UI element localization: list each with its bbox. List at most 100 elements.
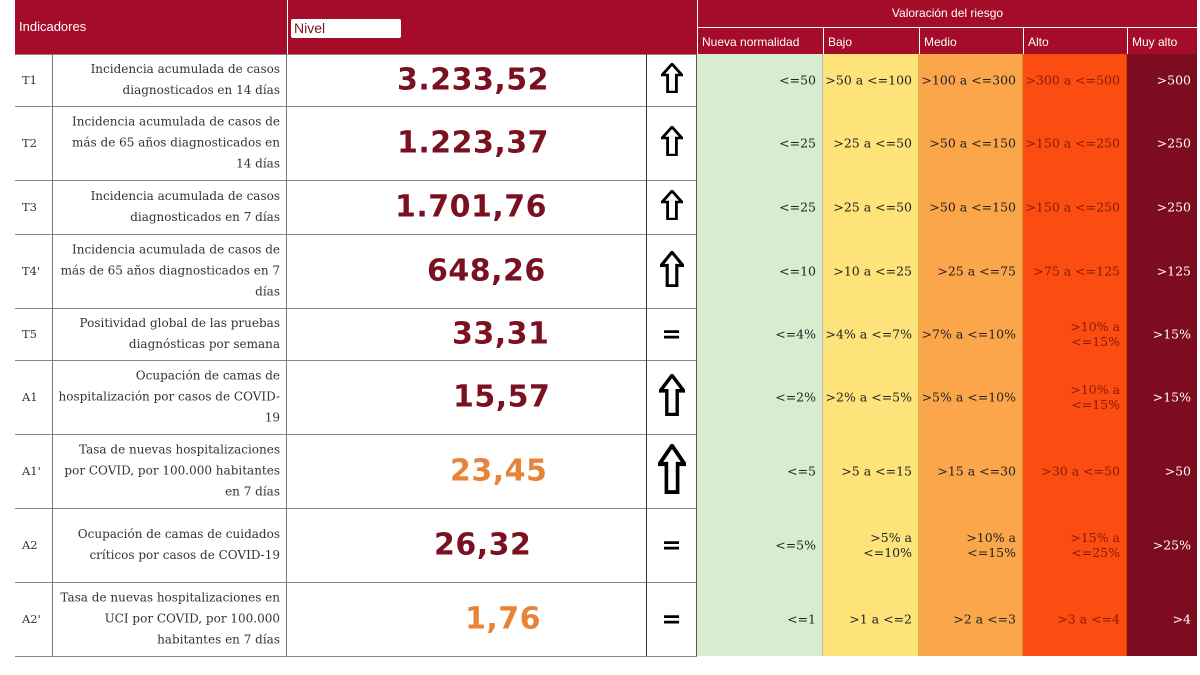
table-row: T3 Incidencia acumulada de casos diagnost… xyxy=(15,180,1197,234)
risk-threshold-label: >15% xyxy=(1152,389,1191,405)
up-arrow-icon xyxy=(658,124,685,160)
risk-threshold-medio: >15 a <=30 xyxy=(919,434,1023,508)
risk-threshold-muy-alto: >250 xyxy=(1127,180,1197,234)
risk-threshold-label: >50 a <=150 xyxy=(929,199,1016,215)
equal-sign-icon: = xyxy=(661,320,682,348)
indicator-value-cell: 3.233,52 xyxy=(287,54,647,106)
risk-threshold-label: >150 a <=250 xyxy=(1025,135,1120,151)
indicator-code-cell: A2 xyxy=(15,508,53,582)
indicator-code-cell: A1' xyxy=(15,434,53,508)
table-row: A2' Tasa de nuevas hospitalizaciones en U… xyxy=(15,582,1197,656)
risk-threshold-medio: >50 a <=150 xyxy=(919,180,1023,234)
risk-threshold-alto: >300 a <=500 xyxy=(1023,54,1127,106)
risk-threshold-nueva-normalidad: <=5% xyxy=(697,508,823,582)
risk-threshold-alto: >30 a <=50 xyxy=(1023,434,1127,508)
risk-threshold-label: >5 a <=15 xyxy=(841,463,912,479)
risk-threshold-label: >25 a <=75 xyxy=(937,263,1016,279)
risk-threshold-nueva-normalidad: <=4% xyxy=(697,308,823,360)
risk-threshold-medio: >7% a <=10% xyxy=(919,308,1023,360)
risk-level-header-nueva-normalidad: Nueva normalidad xyxy=(697,27,823,54)
risk-threshold-medio: >2 a <=3 xyxy=(919,582,1023,656)
indicator-code: A1 xyxy=(22,390,38,404)
up-arrow-icon xyxy=(657,249,686,291)
indicator-description: Incidencia acumulada de casos diagnostic… xyxy=(90,62,280,97)
indicator-description-cell: Incidencia acumulada de casos de más de … xyxy=(53,106,287,180)
indicator-code: A2 xyxy=(22,538,38,552)
indicator-value-cell: 1.701,76 xyxy=(287,180,647,234)
risk-threshold-label: >30 a <=50 xyxy=(1041,463,1120,479)
risk-level-header-muy-alto: Muy alto xyxy=(1127,27,1197,54)
risk-threshold-medio: >25 a <=75 xyxy=(919,234,1023,308)
risk-threshold-label: <=50 xyxy=(779,72,816,88)
indicator-description: Ocupación de camas de cuidados críticos … xyxy=(77,527,280,562)
indicator-code-cell: T3 xyxy=(15,180,53,234)
indicator-value: 1,76 xyxy=(465,601,542,637)
risk-threshold-alto: >3 a <=4 xyxy=(1023,582,1127,656)
risk-threshold-label: >150 a <=250 xyxy=(1025,199,1120,215)
indicator-value: 23,45 xyxy=(450,453,548,489)
indicator-value-cell: 23,45 xyxy=(287,434,647,508)
indicator-value: 1.223,37 xyxy=(397,125,550,161)
risk-threshold-label: >500 xyxy=(1156,72,1191,88)
indicator-description: Ocupación de camas de hospitalización po… xyxy=(58,368,280,425)
risk-threshold-label: >250 xyxy=(1156,199,1191,215)
trend-cell: = xyxy=(647,582,697,656)
risk-threshold-label: <=25 xyxy=(779,135,816,151)
trend-cell xyxy=(647,234,697,308)
row-divider xyxy=(15,106,697,107)
table-row: T1 Incidencia acumulada de casos diagnost… xyxy=(15,54,1197,106)
risk-threshold-muy-alto: >15% xyxy=(1127,360,1197,434)
indicator-value-cell: 33,31 xyxy=(287,308,647,360)
risk-threshold-bajo: >4% a <=7% xyxy=(823,308,919,360)
trend-cell xyxy=(647,180,697,234)
risk-threshold-label: >50 xyxy=(1164,463,1191,479)
indicator-code-cell: A1 xyxy=(15,360,53,434)
indicator-value: 648,26 xyxy=(427,253,546,289)
risk-threshold-bajo: >50 a <=100 xyxy=(823,54,919,106)
risk-threshold-muy-alto: >15% xyxy=(1127,308,1197,360)
risk-threshold-label: <=2% xyxy=(775,389,816,405)
risk-threshold-alto: >10% a <=15% xyxy=(1023,308,1127,360)
risk-threshold-nueva-normalidad: <=25 xyxy=(697,180,823,234)
row-divider xyxy=(15,234,697,235)
risk-threshold-label: >4% a <=7% xyxy=(825,326,912,342)
risk-threshold-label: >3 a <=4 xyxy=(1057,611,1120,627)
risk-threshold-nueva-normalidad: <=5 xyxy=(697,434,823,508)
indicator-code: T1 xyxy=(22,73,37,87)
risk-threshold-bajo: >25 a <=50 xyxy=(823,106,919,180)
table-row: A1' Tasa de nuevas hospitalizaciones por … xyxy=(15,434,1197,508)
indicator-code-cell: T4' xyxy=(15,234,53,308)
risk-threshold-nueva-normalidad: <=50 xyxy=(697,54,823,106)
indicator-value: 15,57 xyxy=(453,379,551,415)
risk-threshold-label: >5% a <=10% xyxy=(863,530,912,560)
row-divider xyxy=(15,180,697,181)
indicator-value-cell: 15,57 xyxy=(287,360,647,434)
indicator-description-cell: Incidencia acumulada de casos diagnostic… xyxy=(53,180,287,234)
table-row: A2 Ocupación de camas de cuidados crítico… xyxy=(15,508,1197,582)
table-row: T2 Incidencia acumulada de casos de más d… xyxy=(15,106,1197,180)
risk-threshold-nueva-normalidad: <=10 xyxy=(697,234,823,308)
indicators-header: Indicadores xyxy=(15,0,287,54)
indicator-value-cell: 648,26 xyxy=(287,234,647,308)
indicator-description: Positividad global de las pruebas diagnó… xyxy=(79,316,280,351)
up-arrow-icon xyxy=(656,372,687,420)
risk-indicator-table: Indicadores Nivel Valoración del riesgo … xyxy=(15,0,1197,660)
row-divider xyxy=(15,582,697,583)
risk-threshold-muy-alto: >250 xyxy=(1127,106,1197,180)
indicator-description-cell: Incidencia acumulada de casos diagnostic… xyxy=(53,54,287,106)
risk-threshold-label: >4 xyxy=(1172,611,1191,627)
risk-threshold-label: >10% a <=15% xyxy=(1070,319,1120,349)
indicator-code-cell: A2' xyxy=(15,582,53,656)
table-bottom-border xyxy=(15,656,697,657)
indicator-description-cell: Tasa de nuevas hospitalizaciones en UCI … xyxy=(53,582,287,656)
risk-threshold-muy-alto: >25% xyxy=(1127,508,1197,582)
risk-threshold-label: <=10 xyxy=(779,263,816,279)
indicator-code-cell: T1 xyxy=(15,54,53,106)
risk-threshold-label: >250 xyxy=(1156,135,1191,151)
risk-threshold-label: >300 a <=500 xyxy=(1025,72,1120,88)
trend-cell: = xyxy=(647,308,697,360)
risk-threshold-label: >15% xyxy=(1152,326,1191,342)
trend-cell xyxy=(647,434,697,508)
risk-threshold-alto: >75 a <=125 xyxy=(1023,234,1127,308)
risk-assessment-title: Valoración del riesgo xyxy=(891,6,1004,20)
